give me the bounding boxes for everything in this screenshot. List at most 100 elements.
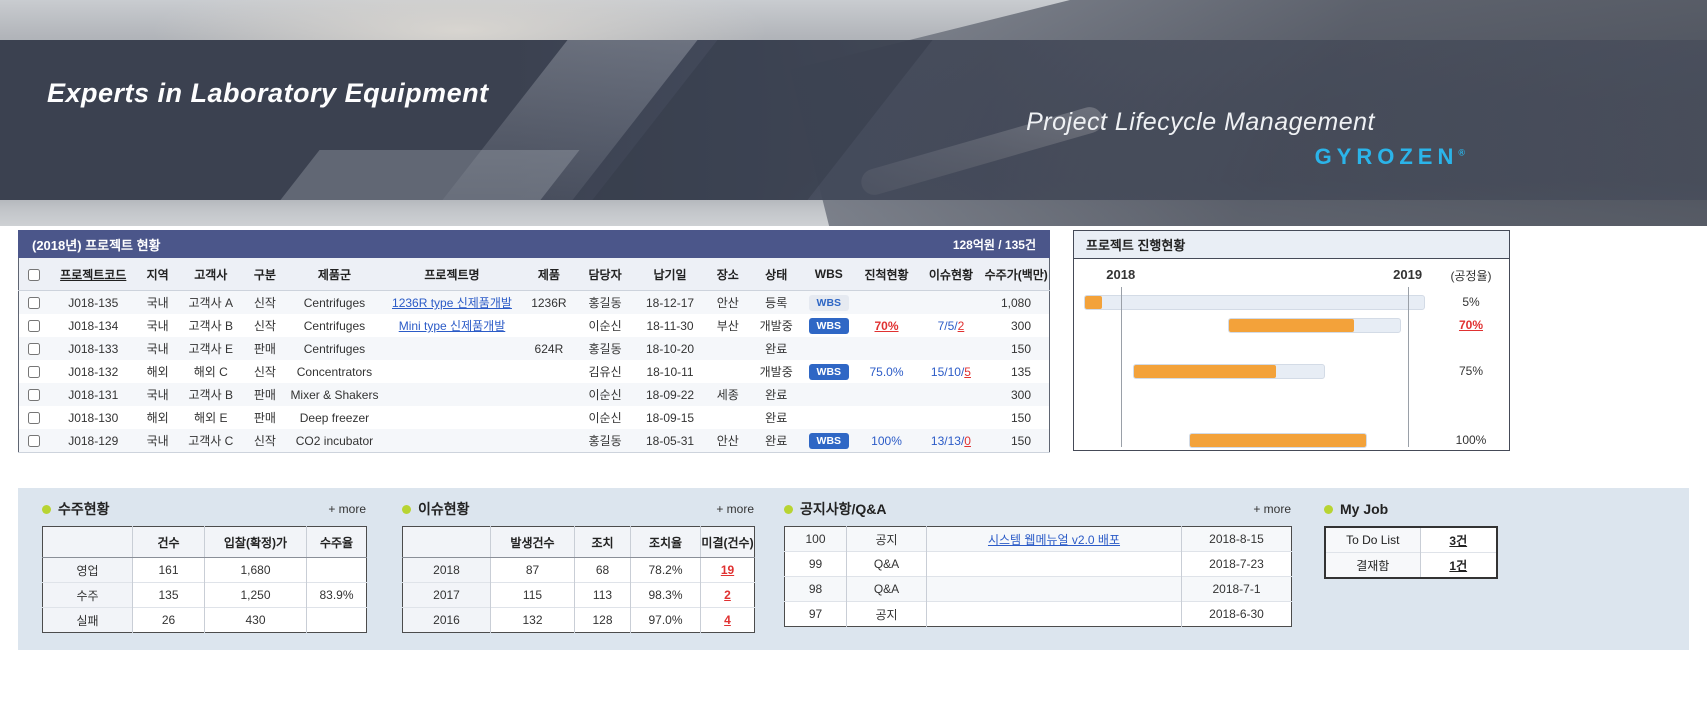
issues-rows: 2018 87 68 78.2% 19 2017 115 113 98.3% 2 2016 132 12… xyxy=(402,557,755,633)
select-all-checkbox[interactable] xyxy=(28,268,41,281)
cell-customer: 고객사 E xyxy=(188,342,233,356)
cell-status: 완료 xyxy=(765,342,788,356)
gantt-rows xyxy=(1082,291,1434,452)
gantt-percent-labels: 5% 70% 75% 100% xyxy=(1437,291,1505,452)
cell-issues xyxy=(918,383,983,406)
gantt-gridline xyxy=(1407,287,1409,447)
notice-subject xyxy=(926,576,1182,602)
cell-project-code: J018-132 xyxy=(68,364,119,379)
orders-cell: 1,680 xyxy=(204,557,307,583)
cell-region: 국내 xyxy=(146,296,169,310)
row-checkbox[interactable] xyxy=(28,343,41,356)
cell-progress: 75.0% xyxy=(855,360,919,383)
cell-select xyxy=(19,314,50,337)
cell-due-date: 18-10-20 xyxy=(646,341,695,356)
row-checkbox[interactable] xyxy=(28,320,41,333)
row-checkbox[interactable] xyxy=(28,297,41,310)
bullet-icon xyxy=(1324,504,1333,514)
cell-product-group: Mixer & Shakers xyxy=(290,387,379,402)
wbs-button[interactable]: WBS xyxy=(808,432,850,449)
cell-due-date: 18-09-22 xyxy=(646,387,695,402)
issues-open-count[interactable]: 4 xyxy=(700,607,755,633)
issue-value[interactable]: 7/5/2 xyxy=(937,318,965,333)
gantt-plot: 2018 2019 xyxy=(1082,259,1434,451)
myjob-table: To Do List 3건 결재함 1건 xyxy=(1324,526,1498,579)
wbs-button[interactable]: WBS xyxy=(808,294,850,311)
myjob-count-link[interactable]: 1건 xyxy=(1419,552,1497,578)
cell-product-group: Concentrators xyxy=(296,364,373,379)
orders-cell: 83.9% xyxy=(306,582,367,608)
wbs-button[interactable]: WBS xyxy=(808,317,850,334)
gantt-progress-bar xyxy=(1084,296,1102,309)
orders-table: 건수 입찰(확정)가 수주율 영업 161 1,680 수주 135 1,250 83.9% 실패… xyxy=(42,526,367,633)
notice-number: 99 xyxy=(784,551,847,577)
notice-category: 공지 xyxy=(846,526,927,552)
row-checkbox[interactable] xyxy=(28,435,41,448)
gantt-track[interactable] xyxy=(1083,295,1426,310)
column-header: 구분 xyxy=(243,258,287,291)
cell-place: 안산 xyxy=(716,434,739,448)
issues-open-count[interactable]: 2 xyxy=(700,582,755,608)
project-progress-panel: 프로젝트 진행현황 2018 2019 (공정율) 5% 70% 75% 100% xyxy=(1073,230,1510,451)
wbs-button[interactable]: WBS xyxy=(808,363,850,380)
row-checkbox[interactable] xyxy=(28,366,41,379)
notice-subject xyxy=(926,601,1182,627)
myjob-label: 결재함 xyxy=(1325,552,1420,578)
issues-column-header: 조치 xyxy=(574,526,631,558)
issues-row: 2017 115 113 98.3% 2 xyxy=(402,582,755,608)
cell-due-date: 18-05-31 xyxy=(646,433,695,448)
cell-manager: 이순신 xyxy=(588,411,622,425)
cell-place: 부산 xyxy=(716,319,739,333)
cell-customer: 해외 E xyxy=(194,411,228,425)
issues-open-count[interactable]: 19 xyxy=(700,557,755,583)
cell-status: 등록 xyxy=(765,296,788,310)
project-table-titlebar: (2018년) 프로젝트 현황 128억원 / 135건 xyxy=(18,230,1050,258)
gantt-percent-label: 100% xyxy=(1455,433,1487,447)
orders-cell xyxy=(306,557,367,583)
row-checkbox[interactable] xyxy=(28,389,41,402)
issues-column-header xyxy=(402,526,491,558)
progress-value[interactable]: 100% xyxy=(871,433,902,448)
gantt-progress-bar xyxy=(1134,365,1277,378)
gantt-unit-label: (공정율) xyxy=(1450,269,1492,283)
issues-cell: 113 xyxy=(574,582,631,608)
myjob-count-link[interactable]: 3건 xyxy=(1419,527,1497,553)
orders-more-button[interactable]: + more xyxy=(328,502,366,516)
cell-place: 안산 xyxy=(716,296,739,310)
gantt-track[interactable] xyxy=(1133,364,1325,379)
cell-customer: 해외 C xyxy=(193,365,228,379)
issues-cell: 97.0% xyxy=(630,607,701,633)
project-name-link[interactable]: Mini type 신제품개발 xyxy=(398,319,506,333)
progress-value[interactable]: 75.0% xyxy=(869,364,904,379)
cell-customer: 고객사 B xyxy=(188,319,233,333)
issue-value[interactable]: 15/10/5 xyxy=(930,364,971,379)
gantt-axis-end: 2019 xyxy=(1393,267,1423,282)
logo-registered-mark: ® xyxy=(1458,147,1465,158)
table-row: J018-134 국내 고객사 B 신작 Centrifuges Mini type 신제… xyxy=(19,314,1050,337)
cell-select xyxy=(19,406,50,429)
issues-cell: 98.3% xyxy=(630,582,701,608)
gantt-title: 프로젝트 진행현황 xyxy=(1074,231,1509,259)
cell-progress: 100% xyxy=(855,429,919,453)
issues-row: 2016 132 128 97.0% 4 xyxy=(402,607,755,633)
project-name-link[interactable]: 1236R type 신제품개발 xyxy=(392,296,512,310)
cell-type: 판매 xyxy=(253,388,276,402)
orders-cell: 161 xyxy=(132,557,205,583)
cell-product xyxy=(522,406,577,429)
gantt-track[interactable] xyxy=(1228,318,1401,333)
row-checkbox[interactable] xyxy=(28,412,41,425)
orders-title: 수주현황 xyxy=(58,501,110,517)
cell-status: 개발중 xyxy=(759,365,793,379)
notices-more-button[interactable]: + more xyxy=(1253,502,1291,516)
cell-issues: 15/10/5 xyxy=(918,360,983,383)
gantt-track[interactable] xyxy=(1189,433,1368,448)
gantt-body: 2018 2019 (공정율) 5% 70% 75% 100% xyxy=(1074,259,1509,451)
cell-type: 신작 xyxy=(253,319,276,333)
issues-more-button[interactable]: + more xyxy=(716,502,754,516)
notice-subject-link[interactable]: 시스템 웹메뉴얼 v2.0 배포 xyxy=(987,532,1121,547)
cell-place xyxy=(706,406,749,429)
progress-value[interactable]: 70% xyxy=(874,318,899,333)
issue-value[interactable]: 13/13/0 xyxy=(930,433,971,448)
cell-project-name xyxy=(382,360,521,383)
